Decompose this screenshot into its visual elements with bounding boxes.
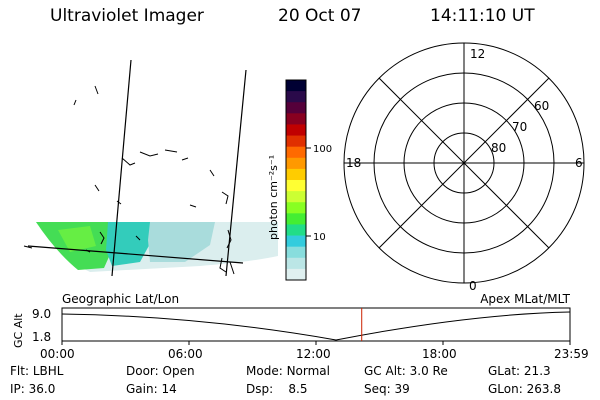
mlt-label-12: 12: [470, 47, 485, 61]
date-label: 20 Oct 07: [278, 6, 362, 26]
flt-value: LBHL: [32, 364, 64, 378]
timeline-left-label: Geographic Lat/Lon: [62, 292, 179, 306]
color-bar-cell: [286, 102, 306, 114]
ip-field: IP: 36.0: [10, 382, 55, 396]
timeline-right-label: Apex MLat/MLT: [480, 292, 570, 306]
color-bar-cell: [286, 224, 306, 237]
color-bar-cell: [286, 146, 306, 159]
mlt-label-0: 0: [469, 279, 477, 293]
x-tick-label: 18:00: [422, 347, 457, 361]
seq-field: Seq: 39: [364, 382, 410, 396]
emission-patch: [58, 226, 96, 252]
y-tick-label: 9.0: [32, 307, 51, 321]
coastline-outline: [23, 85, 235, 275]
color-bar-tick-label: 100: [313, 144, 332, 155]
color-bar-cell: [286, 91, 306, 103]
x-tick-label: 06:00: [168, 347, 203, 361]
color-bar-frame: [285, 79, 307, 281]
y-tick-label: 1.8: [32, 330, 51, 344]
instrument-title: Ultraviolet Imager: [50, 6, 204, 26]
color-bar-cell: [286, 257, 306, 270]
glat-label: GLat:: [488, 364, 521, 378]
color-bar-cell: [286, 135, 306, 148]
mlt-label-18: 18: [346, 156, 361, 170]
mlat-label-70: 70: [512, 120, 527, 134]
meridian-line: [111, 59, 132, 277]
color-bar-cell: [286, 124, 306, 137]
gcalt-label: GC Alt:: [364, 364, 406, 378]
color-bar-cell: [286, 235, 306, 248]
dsp-label: Dsp:: [246, 382, 274, 396]
altitude-curve: [61, 311, 571, 341]
gain-field: Gain: 14: [126, 382, 177, 396]
ip-value: 36.0: [28, 382, 56, 396]
mlat-label-80: 80: [491, 141, 506, 155]
ip-label: IP:: [10, 382, 25, 396]
door-value: Open: [162, 364, 195, 378]
glon-field: GLon: 263.8: [488, 382, 561, 396]
mlat-label-60: 60: [534, 99, 549, 113]
timeline-frame: [61, 307, 571, 342]
x-tick-label: 00:00: [40, 347, 75, 361]
color-bar-cell: [286, 246, 306, 259]
polar-plot: [343, 42, 585, 284]
gcalt-value: 3.0 Re: [409, 364, 448, 378]
emission-band-light: [148, 222, 215, 262]
timeline-axis-label: GC Alt: [12, 313, 25, 348]
glon-value: 263.8: [526, 382, 561, 396]
x-tick-label: 23:59: [554, 347, 589, 361]
color-bar-tick-label: 10: [313, 232, 326, 243]
gain-value: 14: [161, 382, 177, 396]
color-bar-cell: [286, 202, 306, 214]
gain-label: Gain:: [126, 382, 158, 396]
dsp-value: 8.5: [288, 382, 308, 396]
glat-value: 21.3: [523, 364, 551, 378]
latitude-line: [27, 245, 244, 264]
color-bar-cell: [286, 168, 306, 181]
x-tick-label: 12:00: [296, 347, 331, 361]
seq-label: Seq:: [364, 382, 391, 396]
color-bar-cell: [286, 213, 306, 225]
glat-field: GLat: 21.3: [488, 364, 551, 378]
flt-label: Flt:: [10, 364, 29, 378]
mode-field: Mode: Normal: [246, 364, 330, 378]
door-label: Door:: [126, 364, 159, 378]
color-bar-cell: [286, 80, 306, 92]
orbit-timeline: Geographic Lat/Lon Apex MLat/MLT 9.0 1.8…: [12, 292, 589, 361]
color-bar-cell: [286, 157, 306, 170]
seq-value: 39: [394, 382, 410, 396]
flt-field: Flt: LBHL: [10, 364, 63, 378]
time-label: 14:11:10 UT: [430, 6, 535, 26]
dsp-field: Dsp: 8.5: [246, 382, 308, 396]
door-field: Door: Open: [126, 364, 195, 378]
glon-label: GLon:: [488, 382, 523, 396]
color-bar-label: photon cm⁻²s⁻¹: [267, 155, 280, 240]
polar-axis-diagonal: [378, 77, 550, 249]
color-bar-cell: [286, 268, 306, 281]
color-bar: 100 10 photon cm⁻²s⁻¹: [267, 79, 332, 281]
color-bar-cell: [286, 180, 306, 192]
color-bar-cell: [286, 113, 306, 125]
gcalt-field: GC Alt: 3.0 Re: [364, 364, 448, 378]
meridian-line: [225, 69, 247, 277]
mlt-label-6: 6: [575, 156, 583, 170]
color-bar-cell: [286, 191, 306, 203]
geographic-image-panel: [23, 59, 278, 277]
mode-label: Mode:: [246, 364, 283, 378]
mode-value: Normal: [286, 364, 330, 378]
